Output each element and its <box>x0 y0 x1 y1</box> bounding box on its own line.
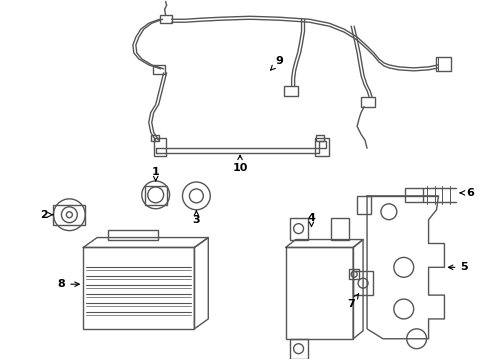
Bar <box>348 269 358 279</box>
Text: 9: 9 <box>270 56 283 70</box>
Bar <box>153 138 165 156</box>
Bar <box>404 188 422 202</box>
Text: 5: 5 <box>447 262 467 272</box>
Text: 2: 2 <box>40 210 53 220</box>
Bar <box>83 247 194 329</box>
Text: 10: 10 <box>232 155 247 173</box>
Text: 3: 3 <box>192 211 200 225</box>
Bar <box>53 205 85 225</box>
Bar <box>108 230 157 239</box>
Bar <box>144 186 166 205</box>
Bar <box>152 65 164 74</box>
Bar <box>160 15 171 23</box>
Bar <box>285 247 352 339</box>
Text: 4: 4 <box>307 213 315 226</box>
Bar <box>289 339 307 359</box>
Bar <box>289 218 307 239</box>
Bar <box>331 218 348 239</box>
Bar <box>356 196 370 214</box>
Bar <box>352 271 372 295</box>
Text: 1: 1 <box>151 167 159 181</box>
Text: 6: 6 <box>459 188 473 198</box>
Bar <box>435 57 450 71</box>
Bar <box>316 135 324 141</box>
Bar <box>319 141 325 148</box>
Bar <box>283 86 297 96</box>
Text: 8: 8 <box>58 279 79 289</box>
Bar <box>315 138 328 156</box>
Bar <box>360 96 374 107</box>
Bar <box>150 135 158 141</box>
Text: 7: 7 <box>346 294 358 309</box>
